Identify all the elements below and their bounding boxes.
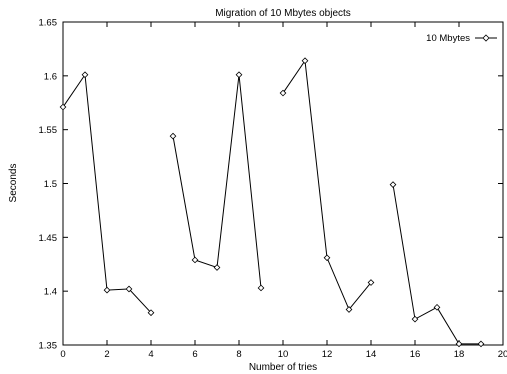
series-10-mbytes bbox=[59, 57, 485, 348]
y-tick-label: 1.4 bbox=[44, 287, 57, 298]
y-tick-label: 1.65 bbox=[39, 18, 58, 29]
x-axis: 0 2 4 6 8 10 12 14 16 18 20 bbox=[60, 22, 507, 360]
y-axis-label: Seconds bbox=[8, 164, 19, 203]
x-tick-label: 6 bbox=[192, 349, 197, 360]
x-tick-label: 10 bbox=[278, 349, 289, 360]
x-tick-label: 0 bbox=[60, 349, 65, 360]
data-point-marker bbox=[345, 306, 353, 313]
data-point-marker bbox=[323, 254, 331, 262]
data-point-marker bbox=[125, 285, 133, 293]
x-tick-label: 14 bbox=[366, 349, 377, 360]
x-tick-label: 12 bbox=[322, 349, 333, 360]
x-axis-label: Number of tries bbox=[249, 362, 317, 373]
data-point-marker bbox=[367, 279, 375, 286]
data-point-marker bbox=[433, 303, 441, 311]
data-point-marker bbox=[477, 340, 485, 348]
x-tick-label: 2 bbox=[104, 349, 109, 360]
series-line-segment bbox=[172, 74, 262, 288]
legend-label: 10 Mbytes bbox=[426, 33, 470, 44]
x-tick-label: 18 bbox=[454, 349, 465, 360]
y-tick-label: 1.55 bbox=[39, 125, 58, 136]
legend-marker bbox=[482, 34, 490, 42]
series-line-segment bbox=[282, 59, 372, 311]
data-point-marker bbox=[81, 71, 89, 79]
data-point-marker bbox=[169, 132, 177, 140]
y-axis: 1.35 1.4 1.45 1.5 1.55 1.6 1.65 bbox=[39, 18, 503, 352]
data-point-marker bbox=[59, 103, 67, 111]
data-point-marker bbox=[257, 284, 265, 292]
data-point-marker bbox=[411, 315, 419, 323]
data-point-marker bbox=[147, 309, 155, 317]
x-tick-label: 20 bbox=[498, 349, 507, 360]
x-tick-label: 4 bbox=[148, 349, 153, 360]
y-tick-label: 1.5 bbox=[44, 179, 57, 190]
data-point-marker bbox=[235, 71, 243, 79]
y-tick-label: 1.6 bbox=[44, 71, 57, 82]
series-line-segment bbox=[392, 184, 481, 345]
chart-title: Migration of 10 Mbytes objects bbox=[215, 8, 351, 19]
series-line-segment bbox=[62, 73, 152, 314]
data-point-marker bbox=[301, 57, 309, 65]
y-tick-label: 1.45 bbox=[39, 233, 58, 244]
data-point-marker bbox=[279, 89, 287, 97]
data-point-marker bbox=[213, 264, 221, 271]
data-point-marker bbox=[103, 286, 111, 294]
data-point-marker bbox=[455, 340, 463, 348]
data-point-marker bbox=[389, 181, 397, 188]
plot-area-frame bbox=[62, 21, 504, 346]
x-tick-label: 16 bbox=[410, 349, 421, 360]
legend: 10 Mbytes bbox=[426, 33, 497, 44]
data-point-marker bbox=[191, 256, 199, 264]
y-tick-label: 1.35 bbox=[39, 341, 58, 352]
x-tick-label: 8 bbox=[236, 349, 241, 360]
